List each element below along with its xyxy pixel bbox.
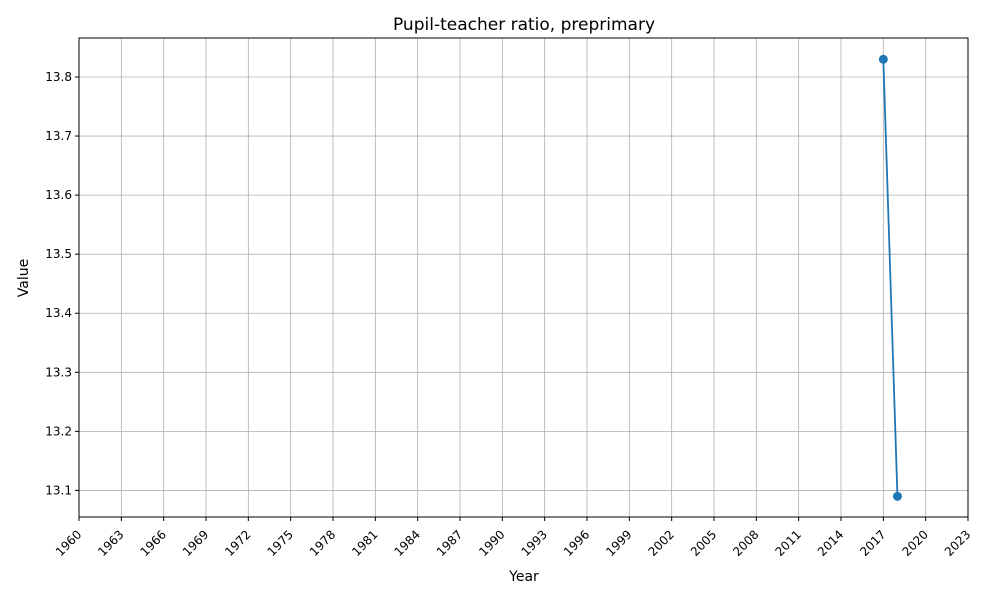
chart-title: Pupil-teacher ratio, preprimary: [393, 15, 655, 35]
x-tick-label: 1981: [349, 527, 380, 558]
x-tick-label: 2011: [773, 527, 804, 558]
x-tick-label: 1978: [307, 527, 338, 558]
x-axis-label: Year: [508, 569, 539, 585]
x-tick-label: 1963: [95, 527, 126, 558]
x-tick-label: 1987: [434, 527, 465, 558]
x-tick-label: 1975: [265, 527, 296, 558]
x-tick-label: 1999: [603, 527, 634, 558]
plot-frame: [78, 37, 969, 518]
x-tick-label: 1969: [180, 527, 211, 558]
x-tick-label: 2017: [857, 527, 888, 558]
y-axis: 13.1 13.2 13.3 13.4 13.5 13.6 13.7 13.8: [45, 70, 79, 497]
x-tick-label: 1966: [138, 527, 169, 558]
y-tick-label: 13.1: [45, 483, 72, 497]
x-tick-label: 1993: [519, 527, 550, 558]
x-tick-label: 2005: [688, 527, 719, 558]
data-point: [878, 54, 888, 64]
x-tick-label: 1984: [392, 527, 423, 558]
y-tick-label: 13.3: [45, 365, 72, 379]
y-tick-label: 13.2: [45, 424, 72, 438]
y-tick-label: 13.4: [45, 306, 72, 320]
data-point: [892, 491, 902, 501]
x-tick-label: 1972: [222, 527, 253, 558]
y-tick-label: 13.5: [45, 247, 72, 261]
x-tick-label: 2002: [646, 527, 677, 558]
x-tick-label: 1960: [53, 527, 84, 558]
x-tick-label: 2014: [815, 527, 846, 558]
y-tick-label: 13.7: [45, 129, 72, 143]
series-layer: [878, 54, 902, 501]
x-axis: 1960 1963 1966 1969 1972 1975 1978 1981 1984 1987…: [53, 517, 973, 559]
x-tick-label: 1990: [476, 527, 507, 558]
y-tick-label: 13.8: [45, 70, 72, 84]
y-tick-label: 13.6: [45, 188, 72, 202]
x-tick-label: 2020: [900, 527, 931, 558]
x-tick-label: 2008: [730, 527, 761, 558]
x-tick-label: 1996: [561, 527, 592, 558]
y-axis-label: Value: [16, 259, 32, 297]
series-line: [882, 59, 899, 497]
grid: [78, 38, 969, 517]
x-tick-label: 2023: [942, 527, 973, 558]
